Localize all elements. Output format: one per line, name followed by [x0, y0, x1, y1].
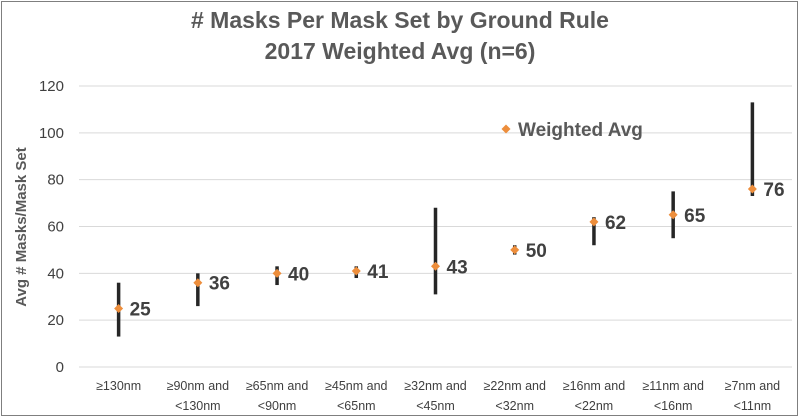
data-point-8 — [747, 184, 757, 194]
y-tick-label-100: 100 — [39, 125, 64, 142]
data-point-6 — [589, 217, 599, 227]
x-tick-label-4-line2: <45nm — [416, 399, 455, 413]
x-tick-label-3-line1: ≥45nm and — [325, 379, 388, 393]
x-tick-label-4-line1: ≥32nm and — [404, 379, 467, 393]
data-point-4 — [431, 261, 440, 271]
legend-marker — [501, 124, 511, 134]
x-tick-label-6-line1: ≥16nm and — [563, 379, 626, 393]
y-tick-label-20: 20 — [47, 312, 64, 329]
data-label-3: 41 — [367, 262, 389, 283]
data-point-0 — [114, 303, 124, 313]
x-tick-label-5-line2: <32nm — [495, 399, 534, 413]
data-label-0: 25 — [130, 299, 152, 320]
x-tick-label-7-line1: ≥11nm and — [642, 379, 704, 393]
x-tick-label-1-line2: <130nm — [175, 399, 221, 413]
y-tick-label-80: 80 — [47, 172, 64, 189]
data-label-7: 65 — [684, 206, 706, 227]
legend-label: Weighted Avg — [518, 120, 643, 141]
x-tick-label-0-line1: ≥130nm — [96, 379, 141, 393]
x-tick-label-5-line1: ≥22nm and — [483, 379, 546, 393]
x-tick-label-8-line1: ≥7nm and — [725, 379, 781, 393]
data-label-4: 43 — [447, 257, 468, 278]
chart-title: # Masks Per Mask Set by Ground Rule — [191, 7, 609, 33]
y-tick-label-60: 60 — [47, 219, 64, 236]
data-point-3 — [351, 266, 361, 276]
y-tick-label-40: 40 — [47, 265, 64, 282]
data-point-2 — [272, 268, 282, 278]
data-label-1: 36 — [209, 274, 230, 295]
data-point-5 — [510, 245, 520, 255]
data-point-7 — [668, 210, 678, 220]
x-tick-label-6-line2: <22nm — [575, 399, 614, 413]
y-tick-label-0: 0 — [56, 359, 64, 376]
data-label-8: 76 — [763, 180, 784, 201]
data-label-2: 40 — [288, 264, 309, 285]
y-tick-label-120: 120 — [39, 78, 64, 95]
data-point-1 — [193, 278, 203, 288]
x-tick-label-8-line2: <11nm — [734, 399, 772, 413]
data-label-6: 62 — [605, 213, 626, 234]
x-tick-label-7-line2: <16nm — [654, 399, 693, 413]
x-tick-label-1-line1: ≥90nm and — [167, 379, 230, 393]
x-tick-label-2-line2: <90nm — [258, 399, 297, 413]
data-label-5: 50 — [526, 241, 547, 262]
x-tick-label-2-line1: ≥65nm and — [246, 379, 309, 393]
x-tick-label-3-line2: <65nm — [337, 399, 376, 413]
chart-subtitle: 2017 Weighted Avg (n=6) — [265, 38, 536, 64]
y-axis-label: Avg # Masks/Mask Set — [13, 147, 30, 307]
